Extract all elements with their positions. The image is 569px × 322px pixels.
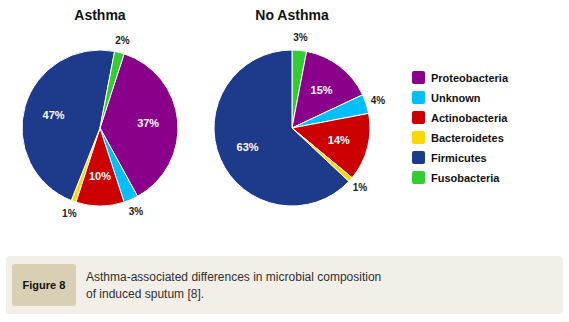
data-label: 37%	[137, 117, 159, 129]
legend-entry: Proteobacteria	[431, 72, 509, 84]
legend-swatch	[412, 91, 425, 104]
data-label: 1%	[353, 182, 368, 193]
caption-background	[6, 256, 563, 314]
caption-text: of induced sputum [8].	[86, 287, 204, 301]
data-label: 1%	[62, 208, 77, 219]
caption-text: Asthma-associated differences in microbi…	[86, 270, 381, 284]
legend-entry: Unknown	[431, 92, 481, 104]
data-label: 3%	[293, 32, 308, 43]
pie-slice	[214, 50, 349, 206]
pie-slice	[100, 51, 124, 128]
chart-title: Asthma	[74, 7, 126, 23]
chart-title: No Asthma	[255, 7, 329, 23]
figure-label: Figure 8	[23, 279, 66, 291]
legend-entry: Firmicutes	[431, 152, 487, 164]
caption: Figure 8 Asthma-associated differences in…	[6, 256, 563, 314]
legend-entry: Bacteroidetes	[431, 132, 504, 144]
pie	[22, 50, 178, 206]
legend-swatch	[412, 111, 425, 124]
data-label: 3%	[129, 206, 144, 217]
data-label: 47%	[43, 109, 65, 121]
data-label: 14%	[328, 134, 350, 146]
data-label: 4%	[371, 95, 386, 106]
legend-entry: Actinobacteria	[431, 112, 508, 124]
data-label: 10%	[89, 170, 111, 182]
legend-swatch	[412, 151, 425, 164]
caption-label-box	[12, 264, 76, 306]
legend-entry: Fusobacteria	[431, 172, 500, 184]
data-label: 15%	[311, 84, 333, 96]
data-label: 2%	[115, 35, 130, 46]
pie	[214, 50, 370, 206]
data-label: 63%	[237, 141, 259, 153]
legend: Proteobacteria Unknown Actinobacteria Bacte…	[412, 71, 509, 184]
legend-swatch	[412, 131, 425, 144]
legend-swatch	[412, 71, 425, 84]
chart: 37% 3% 10% 1% 47% 2% Asthma 3% 15% 4% 14% 1% 63% No A…	[0, 0, 569, 322]
legend-swatch	[412, 171, 425, 184]
